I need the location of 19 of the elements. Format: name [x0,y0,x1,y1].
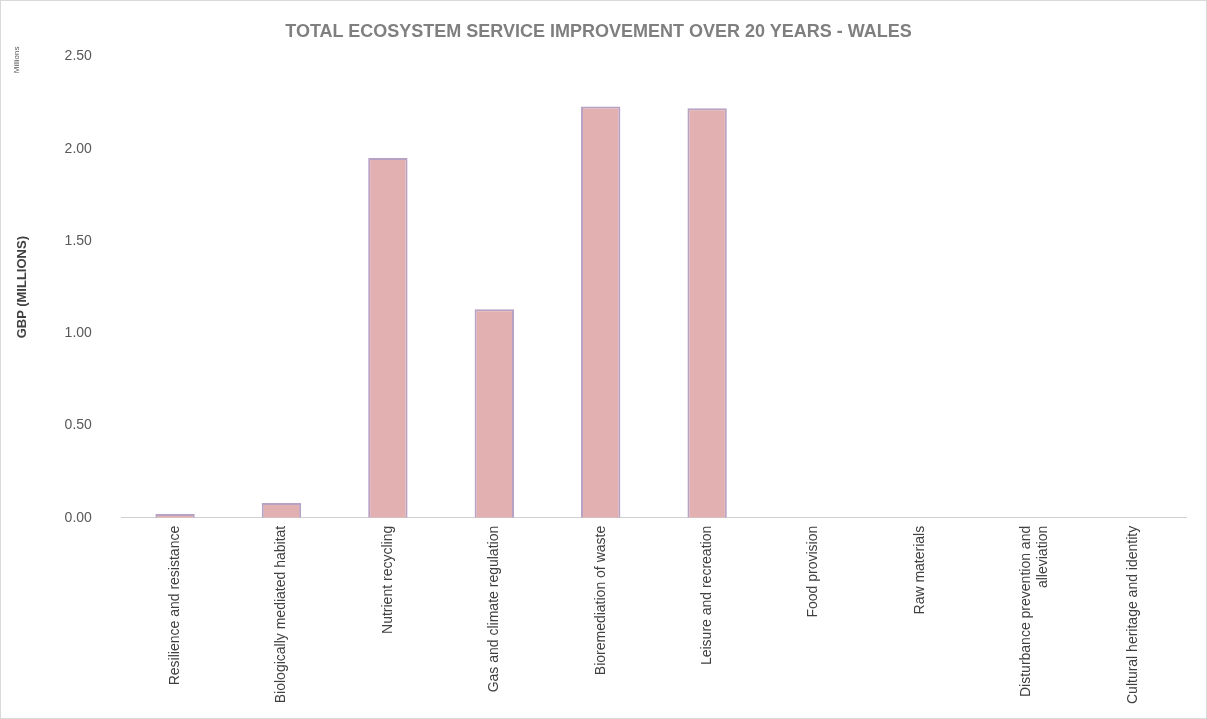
x-tick-label: Food provision [804,525,821,618]
x-tick-label: Cultural heritage and identity [1123,525,1140,705]
y-tick-label: 2.50 [64,47,93,64]
text: Millions [12,46,22,74]
chart-title: TOTAL ECOSYSTEM SERVICE IMPROVEMENT OVER 20 YEARS - WALES [285,20,912,41]
y-axis-title: GBP (MILLIONS) [14,236,30,339]
x-tick-label: Gas and climate regulation [485,525,502,693]
x-tick-label: Disturbance prevention and alleviation [1017,525,1051,698]
y-tick-label: 1.00 [64,324,93,341]
x-tick-label: Resilience and resistance [165,525,182,686]
x-tick-label: Raw materials [910,525,927,615]
y-tick-label: 0.50 [64,416,93,433]
y-tick-label: 0.00 [64,508,93,525]
x-tick-label: Leisure and recreation [697,525,714,666]
y-tick-label: 2.00 [64,139,93,156]
x-tick-label: Nutrient recycling [378,525,395,634]
x-tick-label: Biologically mediated habitat [272,525,289,704]
x-tick-label: Bioremediation of waste [591,525,608,676]
y-tick-label: 1.50 [64,231,93,248]
